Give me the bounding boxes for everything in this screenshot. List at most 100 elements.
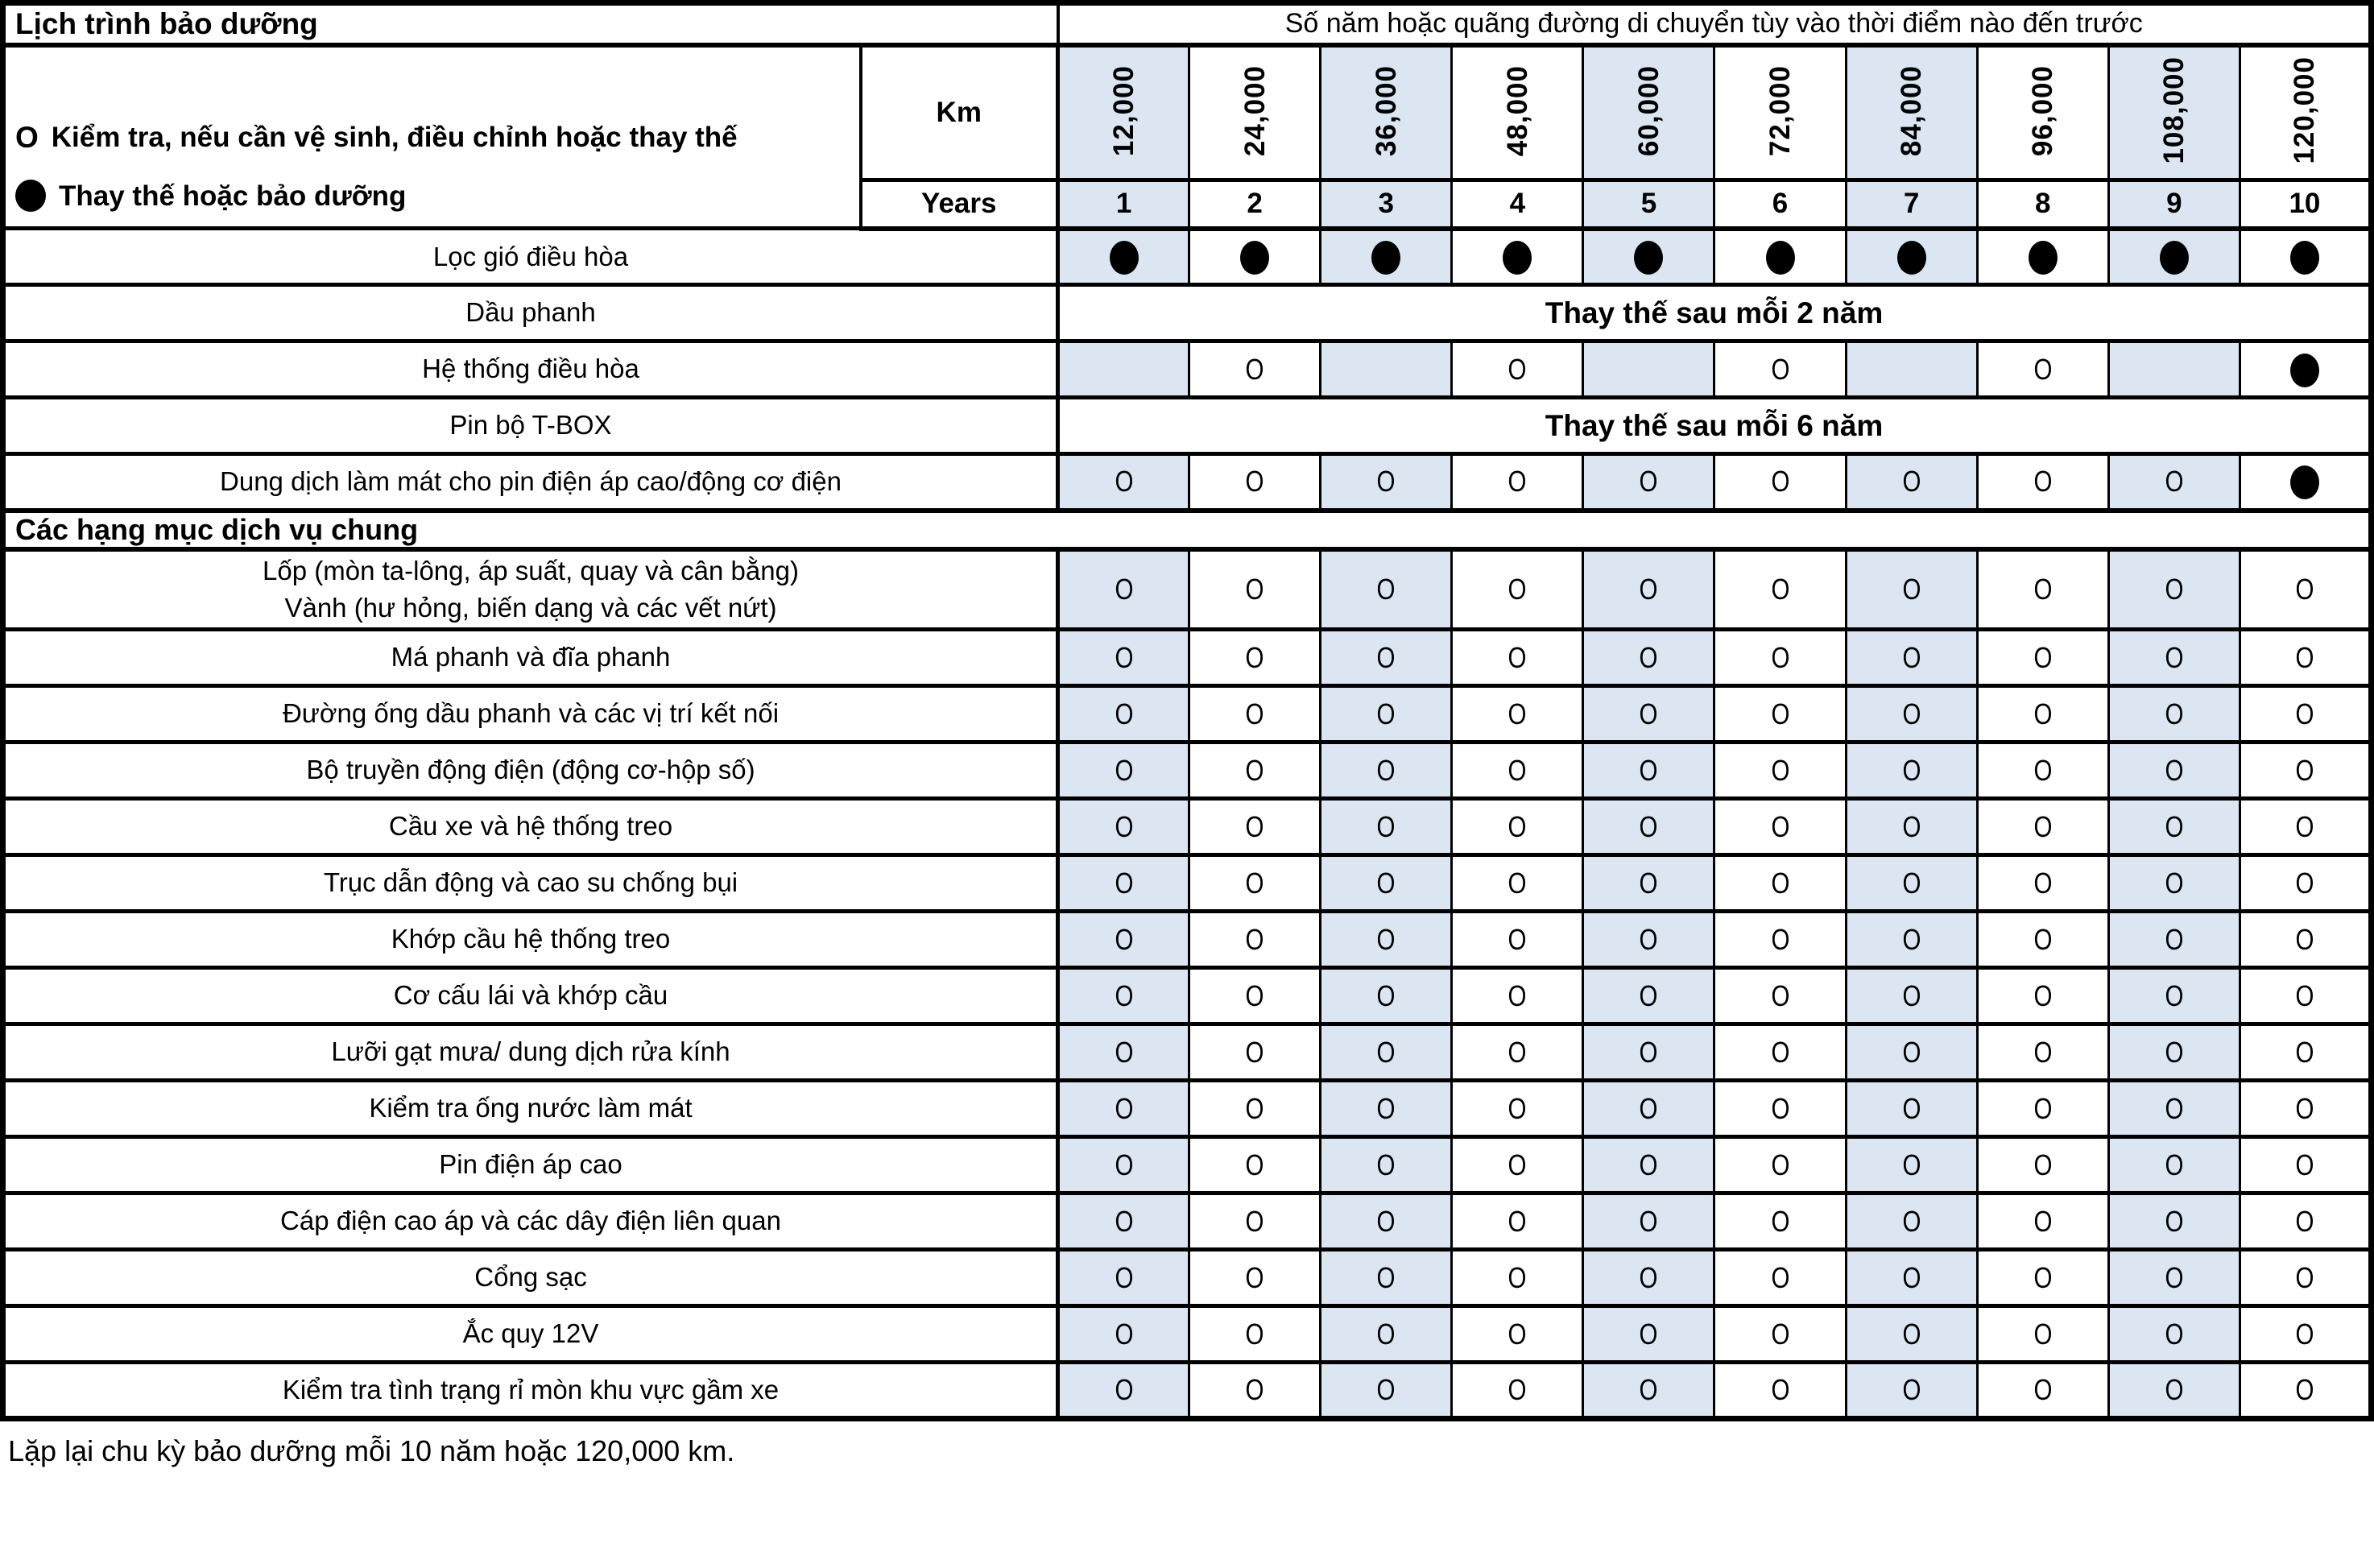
year-value-cell: 10 bbox=[2238, 178, 2373, 231]
inspect-mark-cell: O bbox=[2238, 1078, 2373, 1139]
inspect-mark: O bbox=[2295, 697, 2314, 730]
inspect-mark: O bbox=[2295, 1317, 2314, 1351]
inspect-mark: O bbox=[1902, 572, 1921, 606]
inspect-mark: O bbox=[1771, 1035, 1789, 1069]
inspect-mark-cell: O bbox=[1582, 740, 1716, 801]
inspect-mark: O bbox=[1376, 697, 1396, 730]
inspect-mark-cell: O bbox=[1713, 1304, 1847, 1364]
inspect-mark-cell: O bbox=[1975, 796, 2110, 857]
inspect-mark: O bbox=[1508, 753, 1527, 787]
item-label: Trục dẫn động và cao su chống bụi bbox=[2, 853, 1060, 913]
inspect-mark-cell: O bbox=[1319, 452, 1454, 512]
legend-replace: Thay thế hoặc bảo dưỡng bbox=[15, 180, 858, 212]
inspect-mark-cell: O bbox=[1188, 1360, 1322, 1421]
inspect-mark: O bbox=[2033, 753, 2053, 787]
inspect-mark-cell: O bbox=[2107, 1304, 2241, 1364]
schedule-condition-note: Số năm hoặc quãng đường di chuyển tùy và… bbox=[1057, 1, 2372, 48]
item-label: Dầu phanh bbox=[2, 283, 1060, 343]
inspect-mark: O bbox=[2033, 1091, 2053, 1125]
replace-dot-icon bbox=[2289, 465, 2319, 500]
inspect-mark: O bbox=[1639, 1317, 1658, 1351]
inspect-mark: O bbox=[2033, 978, 2053, 1012]
inspect-mark: O bbox=[1508, 1035, 1527, 1069]
inspect-mark-cell: O bbox=[1188, 1304, 1322, 1364]
item-row: Cổng sạc O O O O O O O O O O bbox=[2, 1247, 2373, 1308]
inspect-mark-cell: O bbox=[1844, 1022, 1979, 1082]
section-row: Các hạng mục dịch vụ chung bbox=[2, 507, 2372, 552]
repeat-cycle-note: Lặp lại chu kỳ bảo dưỡng mỗi 10 năm hoặc… bbox=[8, 1434, 735, 1467]
inspect-mark: O bbox=[1376, 640, 1396, 674]
inspect-mark-cell: O bbox=[1713, 909, 1847, 970]
inspect-mark-cell: O bbox=[1319, 547, 1454, 631]
inspect-mark: O bbox=[2165, 978, 2184, 1012]
replace-mark-cell bbox=[2238, 226, 2373, 287]
inspect-mark-cell: O bbox=[1713, 1360, 1847, 1421]
inspect-mark-cell: O bbox=[1450, 1135, 1585, 1195]
inspect-mark-cell: O bbox=[1056, 1360, 1191, 1421]
inspect-mark: O bbox=[1376, 1317, 1396, 1351]
km-value: 120,000 bbox=[2289, 56, 2321, 165]
inspect-mark-cell: O bbox=[1713, 339, 1847, 399]
item-row: Pin điện áp cao O O O O O O O O O O bbox=[2, 1135, 2373, 1195]
inspect-mark: O bbox=[1245, 866, 1264, 900]
replace-dot-icon bbox=[1765, 240, 1795, 275]
km-value: 12,000 bbox=[1108, 64, 1140, 156]
inspect-mark: O bbox=[2165, 1317, 2184, 1351]
inspect-mark: O bbox=[1639, 1373, 1658, 1406]
inspect-mark-cell: O bbox=[2238, 547, 2373, 631]
inspect-mark-cell: O bbox=[2107, 627, 2241, 688]
inspect-mark-cell: O bbox=[2238, 740, 2373, 801]
inspect-mark: O bbox=[1771, 572, 1789, 606]
replace-mark-cell bbox=[1713, 226, 1847, 287]
inspect-mark: O bbox=[1376, 1204, 1396, 1238]
inspect-mark: O bbox=[1771, 697, 1789, 730]
inspect-mark-cell: O bbox=[1188, 627, 1322, 688]
inspect-mark: O bbox=[1771, 1373, 1789, 1406]
inspect-mark-cell: O bbox=[1582, 627, 1716, 688]
inspect-mark: O bbox=[2033, 1148, 2053, 1181]
km-value-cell: 84,000 bbox=[1844, 43, 1979, 182]
years-header-label: Years bbox=[858, 178, 1060, 231]
inspect-mark-cell: O bbox=[1713, 1135, 1847, 1195]
replace-mark-cell bbox=[1188, 226, 1322, 287]
inspect-mark-cell: O bbox=[1188, 452, 1322, 512]
item-label: Má phanh và đĩa phanh bbox=[2, 627, 1060, 688]
inspect-mark-cell: O bbox=[1844, 1078, 1979, 1139]
inspect-mark-cell: O bbox=[2238, 1247, 2373, 1308]
inspect-mark: O bbox=[2165, 1260, 2184, 1294]
inspect-mark-cell: O bbox=[2238, 1304, 2373, 1364]
inspect-mark: O bbox=[2165, 1035, 2184, 1069]
inspect-mark: O bbox=[2165, 640, 2184, 674]
km-value: 48,000 bbox=[1501, 64, 1533, 156]
legend-lines: O Kiểm tra, nếu cần vệ sinh, điều chỉnh … bbox=[6, 122, 858, 225]
inspect-mark-cell: O bbox=[2238, 1135, 2373, 1195]
inspect-mark: O bbox=[1771, 1091, 1789, 1125]
inspect-mark: O bbox=[2165, 1091, 2184, 1125]
inspect-mark: O bbox=[2295, 1260, 2314, 1294]
inspect-mark-cell: O bbox=[1713, 1022, 1847, 1082]
item-row: Dung dịch làm mát cho pin điện áp cao/độ… bbox=[2, 452, 2373, 512]
inspect-mark-cell: O bbox=[1056, 909, 1191, 970]
inspect-mark: O bbox=[1508, 572, 1527, 606]
replace-dot-icon bbox=[15, 180, 46, 212]
inspect-mark: O bbox=[1508, 978, 1527, 1012]
inspect-mark-cell: O bbox=[1319, 1247, 1454, 1308]
item-label: Khớp cầu hệ thống treo bbox=[2, 909, 1060, 970]
km-value-cell: 108,000 bbox=[2107, 43, 2241, 182]
item-label: Lọc gió điều hòa bbox=[2, 226, 1060, 287]
inspect-mark-cell: O bbox=[2238, 966, 2373, 1026]
inspect-mark-cell: O bbox=[1319, 1135, 1454, 1195]
inspect-mark-cell: O bbox=[1188, 853, 1322, 913]
inspect-mark: O bbox=[1245, 809, 1264, 843]
legend-inspect: O Kiểm tra, nếu cần vệ sinh, điều chỉnh … bbox=[15, 122, 858, 152]
inspect-mark: O bbox=[1115, 809, 1134, 843]
replace-dot-icon bbox=[2289, 240, 2319, 275]
inspect-mark-cell: O bbox=[1975, 1135, 2110, 1195]
inspect-mark-cell: O bbox=[1713, 452, 1847, 512]
item-label: Pin điện áp cao bbox=[2, 1135, 1060, 1195]
inspect-mark: O bbox=[1771, 866, 1789, 900]
inspect-mark: O bbox=[2165, 465, 2184, 499]
year-value-cell: 4 bbox=[1450, 178, 1585, 231]
item-label: Lưỡi gạt mưa/ dung dịch rửa kính bbox=[2, 1022, 1060, 1082]
inspect-mark: O bbox=[1376, 978, 1396, 1012]
